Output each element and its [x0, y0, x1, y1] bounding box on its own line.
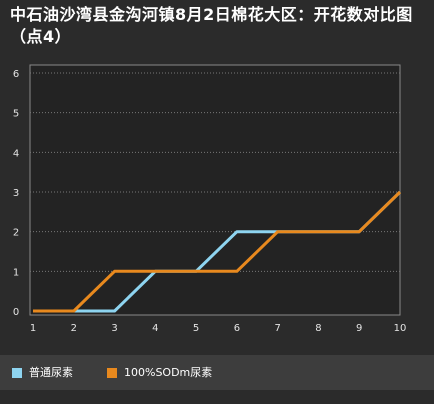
- legend-label-series-1: 普通尿素: [29, 366, 73, 379]
- bottom-strip: [0, 390, 434, 404]
- x-tick-label: 5: [193, 323, 199, 334]
- y-tick-labels: 0 1 2 3 4 5 6: [13, 69, 19, 318]
- x-tick-label: 9: [356, 323, 362, 334]
- legend-swatch-series-1: [12, 368, 22, 378]
- legend-item-series-1[interactable]: 普通尿素: [12, 367, 73, 379]
- legend-swatch-series-2: [107, 368, 117, 378]
- plot-area: [29, 64, 401, 316]
- x-tick-label: 4: [152, 323, 158, 334]
- y-tick-label: 1: [13, 267, 19, 278]
- x-tick-label: 3: [111, 323, 117, 334]
- legend-label-series-2: 100%SODm尿素: [124, 366, 213, 379]
- x-tick-label: 1: [30, 323, 36, 334]
- y-tick-label: 2: [13, 228, 19, 239]
- x-tick-label: 7: [274, 323, 280, 334]
- chart-title: 中石油沙湾县金沟河镇8月2日棉花大区：开花数对比图（点4）: [10, 5, 413, 46]
- series-line-2[interactable]: [33, 190, 402, 313]
- y-tick-label: 0: [13, 307, 19, 318]
- legend-item-series-2[interactable]: 100%SODm尿素: [107, 367, 212, 379]
- x-tick-label: 2: [71, 323, 77, 334]
- x-tick-label: 6: [234, 323, 240, 334]
- x-tick-labels: 1 2 3 4 5 6 7 8 9 10: [30, 323, 407, 334]
- x-tick-label: 8: [315, 323, 321, 334]
- y-tick-label: 3: [13, 188, 19, 199]
- legend: 普通尿素 100%SODm尿素: [0, 355, 434, 390]
- y-tick-label: 5: [13, 109, 19, 120]
- series-lines: [33, 190, 402, 313]
- x-tick-label: 10: [394, 323, 407, 334]
- y-tick-label: 4: [13, 148, 19, 159]
- y-tick-label: 6: [13, 69, 19, 80]
